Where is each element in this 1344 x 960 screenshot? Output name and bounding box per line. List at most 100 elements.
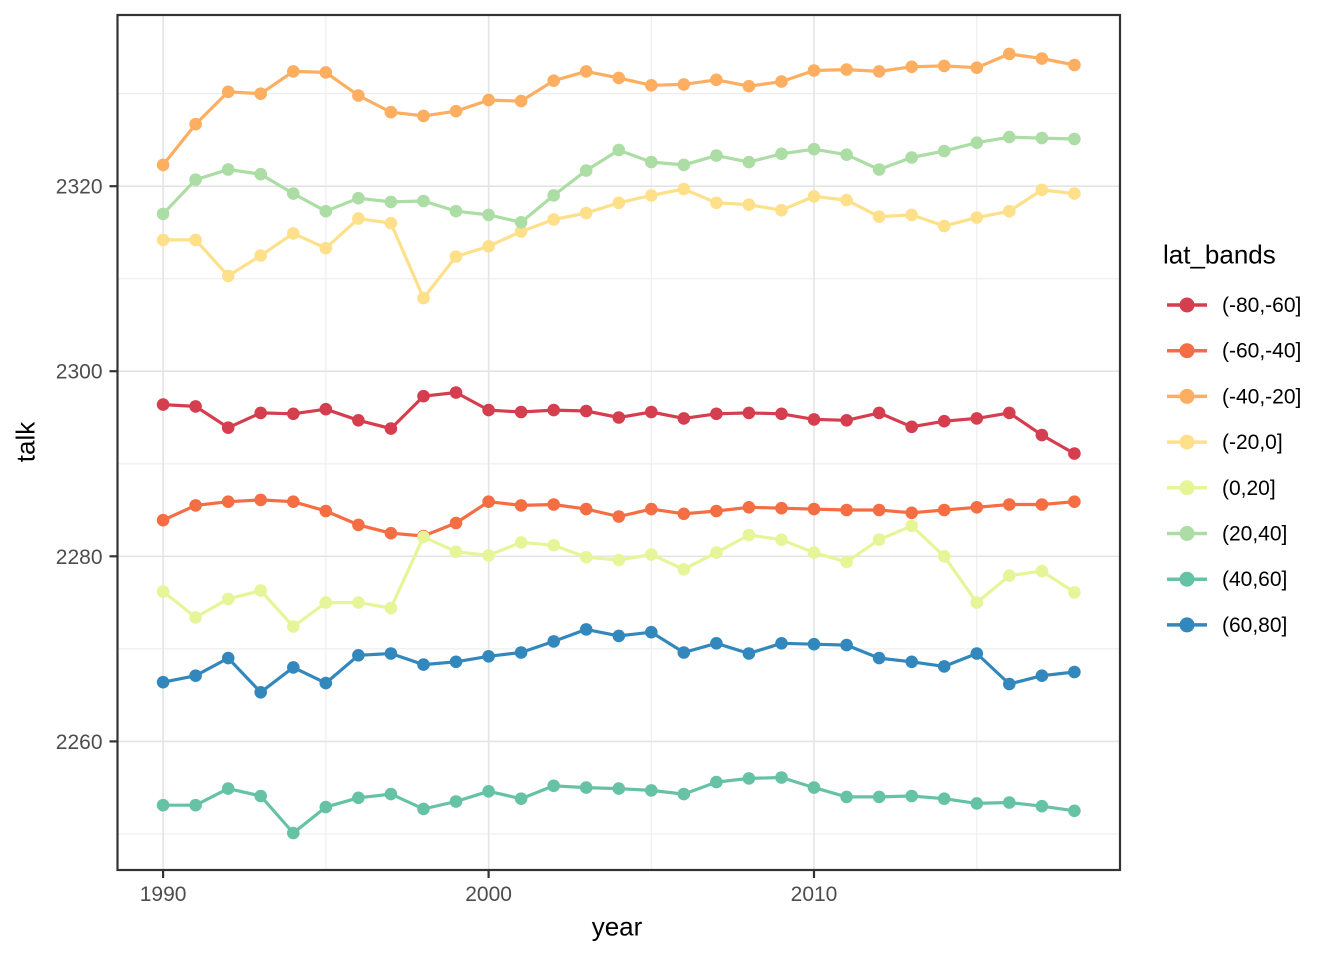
data-point	[1003, 569, 1016, 582]
data-point	[807, 546, 821, 559]
data-point	[742, 198, 756, 211]
data-point	[254, 493, 267, 507]
data-point	[807, 142, 821, 156]
data-point	[1068, 586, 1081, 599]
data-point	[775, 407, 788, 421]
data-point	[612, 782, 626, 795]
data-point	[352, 414, 365, 427]
data-point	[156, 513, 170, 527]
data-point	[710, 504, 723, 518]
data-point	[840, 63, 853, 76]
data-point	[287, 620, 300, 633]
data-point	[514, 94, 528, 108]
data-point	[384, 647, 398, 660]
data-point	[1003, 130, 1016, 144]
data-point	[742, 406, 756, 420]
data-point	[156, 233, 170, 247]
data-point	[710, 73, 723, 87]
data-point	[156, 585, 170, 598]
data-point	[352, 212, 365, 225]
data-point	[742, 647, 756, 660]
legend-key-dot	[1179, 297, 1195, 313]
legend-item-label: (60,80]	[1222, 614, 1287, 637]
data-point	[352, 791, 365, 805]
data-point	[221, 85, 235, 99]
data-point	[775, 533, 788, 546]
legend-item-label: (40,60]	[1222, 568, 1287, 591]
data-point	[1068, 187, 1081, 200]
data-point	[482, 650, 495, 663]
data-point	[579, 781, 593, 794]
data-point	[352, 191, 365, 205]
data-point	[482, 240, 495, 253]
data-point	[970, 596, 984, 609]
data-point	[1035, 799, 1049, 813]
data-point	[547, 635, 560, 648]
data-point	[254, 249, 267, 262]
data-point	[189, 173, 202, 186]
data-point	[1035, 131, 1049, 145]
data-point	[1068, 132, 1081, 146]
legend-key-dot	[1179, 480, 1195, 496]
data-point	[189, 400, 202, 413]
data-point	[710, 775, 723, 789]
data-point	[319, 800, 333, 814]
data-point	[1035, 428, 1049, 442]
data-point	[840, 638, 853, 652]
data-point	[905, 151, 918, 164]
data-point	[937, 219, 951, 233]
data-point	[579, 164, 593, 177]
data-point	[612, 510, 626, 523]
data-point	[612, 629, 626, 643]
data-point	[189, 499, 202, 512]
data-point	[514, 405, 528, 419]
data-point	[807, 637, 821, 651]
data-point	[645, 405, 658, 419]
data-point	[547, 779, 560, 793]
data-point	[254, 87, 267, 100]
data-point	[384, 526, 398, 540]
data-point	[1068, 447, 1081, 460]
data-point	[645, 155, 658, 169]
data-point	[645, 784, 658, 797]
data-point	[742, 501, 756, 514]
data-point	[547, 538, 560, 552]
data-point	[840, 193, 853, 207]
legend-item-label: (-80,-60]	[1222, 294, 1301, 317]
data-point	[482, 495, 495, 509]
legend-key-dot	[1179, 571, 1195, 587]
data-point	[579, 623, 593, 636]
data-point	[547, 403, 560, 417]
data-point	[189, 669, 202, 682]
data-point	[254, 406, 267, 420]
data-point	[449, 516, 463, 530]
data-point	[254, 686, 267, 699]
data-point	[221, 592, 235, 606]
data-point	[840, 555, 853, 569]
data-point	[710, 407, 723, 421]
data-point	[742, 79, 756, 93]
data-point	[970, 797, 984, 810]
data-point	[287, 407, 300, 421]
data-point	[677, 158, 691, 172]
data-point	[840, 790, 853, 804]
data-point	[319, 402, 333, 416]
x-axis-title: year	[591, 911, 643, 942]
data-point	[417, 389, 430, 403]
data-point	[449, 795, 463, 808]
data-point	[189, 117, 202, 131]
data-point	[156, 207, 170, 221]
data-point	[417, 291, 430, 305]
data-point	[579, 550, 593, 564]
data-point	[221, 651, 235, 665]
data-point	[384, 195, 398, 209]
data-point	[645, 625, 658, 639]
data-point	[482, 549, 495, 562]
data-point	[319, 66, 333, 79]
y-tick-label: 2280	[56, 546, 103, 569]
data-point	[677, 646, 691, 659]
data-point	[156, 798, 170, 812]
data-point	[807, 64, 821, 77]
